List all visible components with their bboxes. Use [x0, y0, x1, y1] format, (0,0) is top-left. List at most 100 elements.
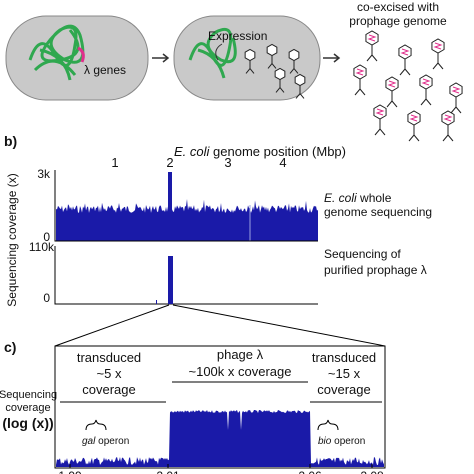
- phage-dna: [451, 86, 461, 94]
- description: purified prophage λ: [324, 263, 427, 277]
- description: genome sequencing: [324, 205, 432, 219]
- phage-dna: [409, 114, 419, 122]
- phage-dna: [433, 42, 443, 50]
- annotation: phage λ: [217, 347, 264, 362]
- arrow: [152, 53, 170, 63]
- coverage-top: [56, 172, 318, 241]
- y-tick-label: 110k: [29, 240, 55, 254]
- x-tick-label: 2: [166, 155, 173, 170]
- gene-name: gal: [82, 436, 96, 447]
- cell: [5, 15, 149, 101]
- phage-head: [266, 43, 278, 57]
- phage-tail: [354, 79, 366, 96]
- gene-suffix: operon: [98, 436, 129, 447]
- phage-dna: [367, 34, 377, 42]
- x-tick-label: 2.08: [360, 469, 384, 474]
- annotation: coverage: [82, 382, 135, 397]
- phages: [353, 30, 463, 142]
- phage-head: [244, 48, 256, 62]
- phage-dna: [355, 68, 365, 76]
- y-tick-label: 0: [43, 291, 50, 305]
- annotation: ~100k x coverage: [189, 364, 292, 379]
- brace: [317, 419, 339, 431]
- gene-name: bio: [318, 436, 332, 447]
- annotation: ~15 x: [328, 366, 361, 381]
- spike: [156, 300, 157, 304]
- y-axis-title: coverage: [5, 402, 50, 414]
- note: co-excised with: [357, 0, 439, 14]
- phage-tail: [432, 53, 444, 70]
- panel-a: λ genes Expression co-excised with proph…: [5, 0, 463, 142]
- description-text: whole: [359, 191, 392, 205]
- axis: [54, 170, 318, 242]
- spike: [168, 172, 172, 241]
- x-tick-label: 1: [111, 155, 118, 170]
- phage-tail: [366, 45, 378, 62]
- phage-dna: [375, 108, 385, 116]
- phage-tail: [408, 125, 420, 142]
- annotation: transduced: [312, 350, 376, 365]
- panel-label: b): [4, 133, 17, 149]
- zoom-lines: [54, 304, 386, 347]
- phage-tail: [450, 97, 462, 114]
- brace: [85, 419, 107, 431]
- lambda-segment: [77, 46, 85, 63]
- description-prefix: E. coli: [324, 191, 357, 205]
- panel-label: c): [4, 339, 16, 355]
- phage-tail: [374, 119, 386, 136]
- y-axis-title: Sequencing coverage (x): [5, 173, 19, 306]
- axis: [54, 246, 318, 305]
- arrow: [323, 53, 341, 63]
- coverage: [56, 199, 318, 241]
- phage-tail: [245, 60, 255, 74]
- y-tick-label: 0: [43, 230, 50, 244]
- x-tick-label: 3: [224, 155, 231, 170]
- phage-tail: [420, 89, 432, 106]
- phage-tail: [399, 59, 411, 76]
- y-tick-label: 3k: [37, 167, 51, 181]
- phage-tail: [295, 85, 305, 99]
- genome: [188, 27, 237, 79]
- y-axis-title: Sequencing: [0, 389, 57, 401]
- coverage-zoom: [56, 410, 384, 467]
- label: λ genes: [84, 63, 126, 77]
- phage-head: [294, 73, 306, 87]
- phages: [244, 43, 306, 99]
- spike: [168, 256, 173, 304]
- panel-b: b) E. coli genome position (Mbp) 1 2 3 4 Se…: [4, 133, 432, 307]
- x-tick-label: 2.06: [298, 469, 322, 474]
- phage-tail: [275, 79, 285, 93]
- gene-label: gal operon: [82, 436, 129, 447]
- phage-dna: [421, 78, 431, 86]
- description: E. coli whole: [324, 191, 392, 205]
- y-axis-title: (log (x)): [2, 415, 53, 431]
- x-axis-title: E. coli genome position (Mbp): [174, 144, 346, 159]
- phage-dna: [400, 48, 410, 56]
- gene-suffix: operon: [334, 436, 365, 447]
- genome: [28, 24, 85, 81]
- annotation: coverage: [317, 382, 370, 397]
- coverage: [56, 410, 384, 467]
- phage-dna: [443, 114, 453, 122]
- annotation: ~5 x: [97, 366, 122, 381]
- phage-tail: [267, 55, 277, 69]
- arrow: [215, 43, 223, 61]
- phage-tail: [442, 125, 454, 142]
- phage-head: [288, 48, 300, 62]
- frame: [54, 345, 386, 469]
- phage-tail: [289, 60, 299, 74]
- annotation: transduced: [77, 350, 141, 365]
- phage-dna: [387, 80, 397, 88]
- description: Sequencing of: [324, 247, 401, 261]
- gene-label: bio operon: [318, 436, 365, 447]
- x-axis-title-text: genome position (Mbp): [213, 144, 346, 159]
- x-tick-label: 1.99: [58, 469, 82, 474]
- x-tick-label: 2.01: [156, 469, 180, 474]
- panel-c: c) Sequencing coverage (log (x)) transdu…: [0, 339, 386, 474]
- phage-tail: [386, 91, 398, 108]
- label: Expression: [208, 29, 267, 43]
- note: prophage genome: [349, 14, 447, 28]
- x-tick-label: 4: [279, 155, 286, 170]
- phage-head: [274, 67, 286, 81]
